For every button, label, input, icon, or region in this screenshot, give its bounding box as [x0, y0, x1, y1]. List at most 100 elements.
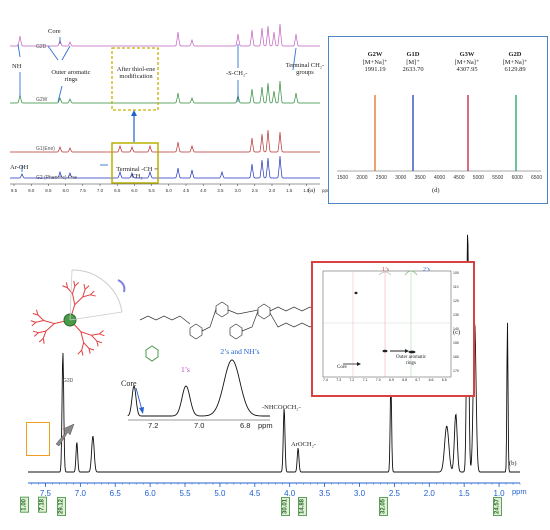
inset-ones-label: 1’s [181, 365, 190, 374]
species-g2d: G2D [M+Na]⁺ 6129.89 [502, 51, 528, 73]
dendron-bond [31, 321, 37, 327]
integral-1: 1.00 [20, 497, 29, 513]
dendron-bond [62, 285, 68, 289]
integral-7: 24.57 [493, 497, 502, 517]
dendron-bond [32, 330, 39, 334]
dendron-bond [84, 285, 90, 290]
a-tick-label: 1.5 [286, 188, 293, 193]
dendron-bond [35, 309, 39, 316]
ms-tick-label: 2500 [375, 175, 387, 181]
dendron-bond [74, 296, 84, 306]
after-thiol-annotation: After thiol-ene modification [116, 66, 156, 80]
b-tick-label: 7.5 [40, 489, 52, 498]
species-g1d: G1D [M]⁺ 2633.70 [402, 51, 424, 73]
a-tick-label: 8.5 [45, 188, 52, 193]
aromatic-region-box [26, 422, 50, 456]
hsqc-x-tick: 6.7 [415, 378, 421, 382]
ar-oh-annotation: Ar-OH [10, 164, 29, 171]
ms-tick-label: 3500 [414, 175, 426, 181]
a-tick-label: 5.5 [148, 188, 155, 193]
nhcoo-annotation: -NHCOOCH₂- [262, 404, 301, 411]
dendron-bond [83, 342, 90, 349]
hsqc-x-tick: 6.5 [441, 378, 447, 382]
b-tick-label: 6.0 [145, 489, 157, 498]
b-tick-label: 4.5 [249, 489, 261, 498]
b-tick-label: 2.5 [389, 489, 401, 498]
a-tick-label: 7.0 [97, 188, 104, 193]
integral-4: 30.01 [281, 497, 290, 517]
hsqc-core: Core [337, 365, 347, 370]
integral-6: 32.05 [379, 497, 388, 517]
dendron-bond [80, 331, 92, 336]
dendron-bond [32, 313, 39, 316]
inset-tick-2: 6.8 [240, 421, 251, 430]
terminal-ch-annotation: Terminal -CH = CH₂ [116, 166, 158, 180]
dendron-bond [83, 283, 86, 290]
hsqc-y-tick: 100 [453, 271, 459, 275]
dendron-bond [42, 330, 47, 339]
dendron-bond [67, 287, 73, 295]
trace-g2d [10, 23, 320, 47]
aroch-annotation: ArOCH₂- [291, 441, 317, 448]
hsqc-x-tick: 7.3 [336, 378, 342, 382]
hsqc-panel: 1’s 2’s Core Outer aromatic rings (c) 7.… [311, 261, 475, 397]
inset-tick-1: 7.0 [194, 421, 205, 430]
b-tick-label: 3.5 [319, 489, 331, 498]
b-tick-label: 4.0 [284, 489, 296, 498]
species-g2w: G2W [M+Na]⁺ 1991.19 [362, 51, 388, 73]
dendron-bond [81, 342, 85, 351]
dendron-bond [72, 293, 76, 305]
hsqc-outer: Outer aromatic rings [395, 355, 427, 366]
ms-tick-label: 6000 [511, 175, 523, 181]
a-tick-label: 6.0 [131, 188, 138, 193]
a-tick-label: 1.0 [303, 188, 310, 193]
ms-tick-label: 4000 [434, 175, 446, 181]
b-tick-label: 3.0 [354, 489, 366, 498]
trace-phenolic [10, 155, 320, 179]
hsqc-x-tick: 7.4 [323, 378, 328, 382]
trace-g2w [10, 80, 320, 104]
a-tick-label: 4.0 [200, 188, 207, 193]
integral-5: 14.88 [298, 497, 307, 517]
hsqc-y-tick: 150 [453, 341, 459, 345]
panel-b-spectrum: 7.5 7.0 6.5 6.0 5.5 5.0 4.5 4.0 3.5 3.0 2.5 2.0 1.5 1… [28, 234, 521, 498]
hsqc-x-tick: 6.8 [402, 378, 408, 382]
a-tick-label: 5.0 [166, 188, 173, 193]
dendron-bond [82, 294, 91, 298]
hsqc-y-tick: 110 [453, 285, 459, 289]
core-annotation: Core [48, 28, 61, 35]
dendron-bond [82, 289, 86, 298]
a-tick-label: 8.0 [62, 188, 69, 193]
b-tick-label: 6.5 [110, 489, 122, 498]
dendron-bond [37, 314, 44, 321]
dendron-bond [30, 320, 37, 323]
panel-a-spectra: 9.5 9.0 8.5 8.0 7.5 7.0 6.5 6.0 5.5 5.0 4.5 4.0 3.5 3… [10, 23, 330, 193]
b-tick-label: 2.0 [424, 489, 436, 498]
ms-tick-label: 5500 [492, 175, 504, 181]
dendron-bond [80, 331, 85, 343]
inset-tick-0: 7.2 [148, 421, 159, 430]
hsqc-x-tick: 6.9 [389, 378, 394, 382]
dendron-bond [81, 350, 84, 356]
dendron-bond [65, 282, 68, 288]
a-tick-label: 3.0 [234, 188, 241, 193]
dendron-bond [91, 334, 98, 342]
dendron-bond [91, 333, 100, 336]
terminal-ch-box [111, 142, 159, 184]
dendron-bond [77, 349, 83, 355]
terminal-groups-annotation: Terminal CH₂-groups [285, 62, 325, 76]
hsqc-y-tick: 130 [453, 313, 459, 317]
molecule-label: G3D [63, 378, 74, 384]
inset-trace [127, 359, 270, 417]
core-ring [145, 345, 159, 362]
a-tick-label: 9.5 [11, 188, 18, 193]
ms-tick-label: 3000 [395, 175, 407, 181]
b-tick-label: 1.5 [459, 489, 471, 498]
hsqc-x-tick: 7.1 [362, 378, 368, 382]
b-tick-label: 5.5 [179, 489, 191, 498]
dendron-bond [45, 323, 55, 332]
panel-c-label: (c) [453, 329, 461, 336]
dendron-bond [33, 332, 39, 337]
after-thiol-box [111, 47, 159, 111]
hsqc-ones: 1’s [382, 267, 390, 273]
